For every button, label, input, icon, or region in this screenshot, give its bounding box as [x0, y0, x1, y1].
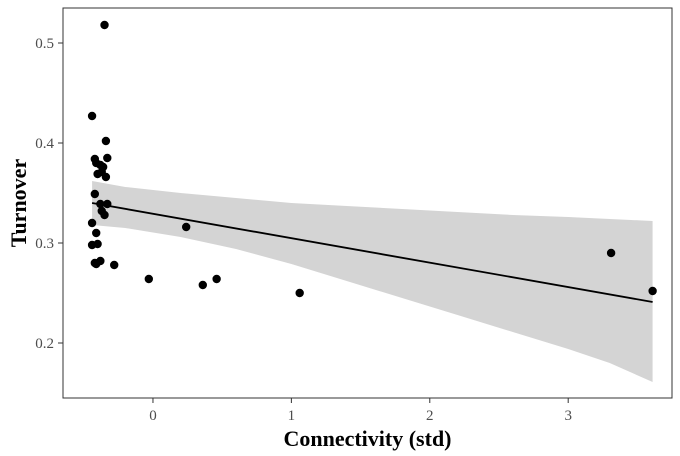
- data-point: [110, 260, 119, 270]
- x-tick-label: 3: [564, 408, 572, 424]
- data-point: [198, 280, 207, 290]
- data-point: [87, 240, 97, 250]
- data-point: [100, 210, 109, 220]
- data-point: [93, 169, 102, 179]
- trend-line: [91, 202, 653, 303]
- confidence-band: [92, 181, 653, 382]
- data-point: [90, 258, 100, 268]
- x-tick-label: 2: [426, 408, 434, 424]
- data-point: [212, 274, 221, 284]
- data-point: [606, 248, 616, 258]
- panel-border: [62, 7, 673, 399]
- y-axis-title: Turnover: [6, 159, 31, 248]
- y-tick-label: 0.5: [35, 36, 54, 52]
- data-point: [295, 288, 304, 298]
- data-point: [144, 274, 154, 284]
- data-point: [87, 218, 97, 228]
- data-point: [96, 199, 105, 209]
- y-tick-label: 0.2: [35, 336, 54, 352]
- data-point: [101, 172, 111, 182]
- data-point: [181, 222, 191, 232]
- data-point: [101, 136, 111, 146]
- x-tick-label: 1: [288, 408, 296, 424]
- data-point: [87, 111, 97, 121]
- y-tick-label: 0.3: [35, 236, 54, 252]
- x-axis-title: Connectivity (std): [283, 426, 451, 451]
- data-point: [103, 153, 112, 163]
- y-tick-label: 0.4: [35, 136, 54, 152]
- x-tick-label: 0: [149, 408, 157, 424]
- data-point: [92, 228, 101, 238]
- data-point: [100, 20, 109, 30]
- data-point: [90, 189, 100, 199]
- data-point: [648, 286, 657, 296]
- data-point: [103, 199, 112, 209]
